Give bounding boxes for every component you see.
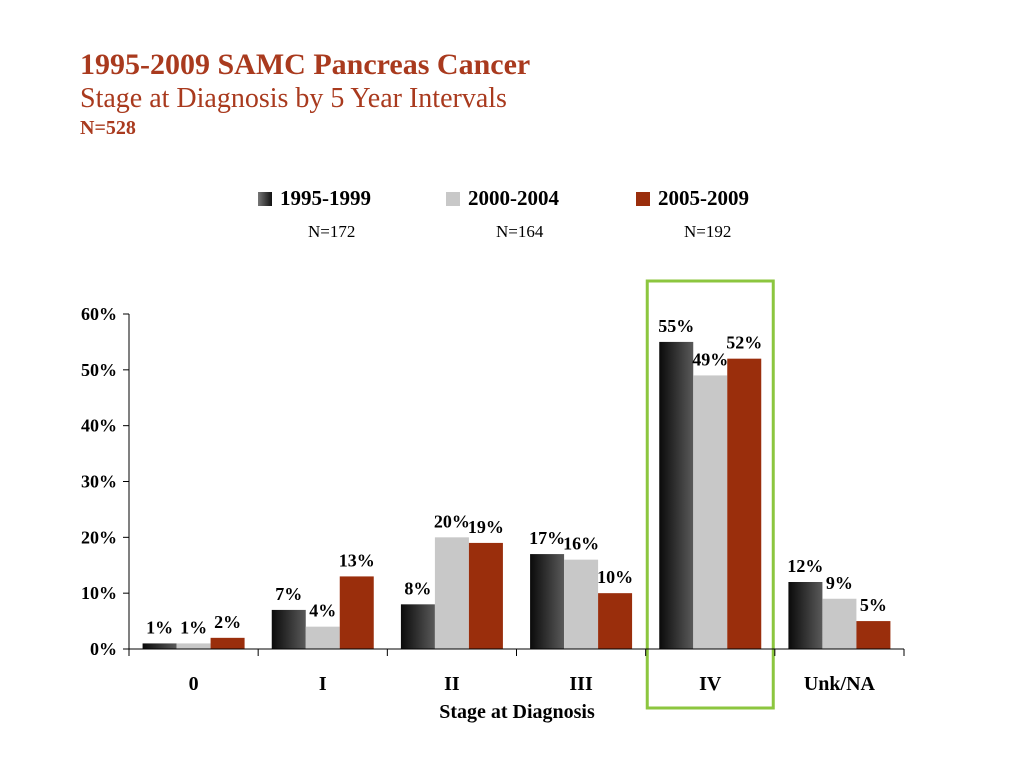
data-label-1995-1999-Unk/NA: 12% — [787, 556, 823, 576]
data-label-1995-1999-III: 17% — [529, 528, 565, 548]
bar-1995-1999-III — [530, 554, 565, 649]
legend-label: 2000-2004 — [468, 186, 559, 210]
data-label-2005-2009-0: 2% — [214, 612, 241, 632]
y-tick-label: 30% — [81, 472, 117, 492]
legend-swatch-2000-2004 — [446, 191, 460, 206]
data-label-2000-2004-IV: 49% — [692, 349, 728, 369]
legend-label: 1995-1999 — [280, 186, 371, 210]
bar-1995-1999-0 — [142, 643, 177, 649]
legend-swatch-2005-2009 — [636, 191, 650, 206]
legend-item-2000-2004: 2000-2004 — [446, 186, 559, 211]
y-tick-label: 20% — [81, 527, 117, 547]
bar-2000-2004-IV — [693, 375, 728, 649]
data-label-2000-2004-Unk/NA: 9% — [826, 573, 853, 593]
legend-item-2005-2009: 2005-2009 — [636, 186, 749, 211]
legend-item-1995-1999: 1995-1999 — [258, 186, 371, 211]
bar-2005-2009-II — [468, 542, 503, 649]
bar-2005-2009-III — [598, 593, 633, 649]
legend-swatch-1995-1999 — [258, 191, 272, 206]
bar-2000-2004-III — [564, 559, 599, 649]
bar-2000-2004-0 — [176, 643, 211, 649]
x-category-label: Unk/NA — [804, 673, 876, 695]
bar-1995-1999-IV — [659, 341, 694, 649]
y-tick-label: 40% — [81, 416, 117, 436]
bar-1995-1999-I — [271, 609, 306, 649]
bar-2005-2009-IV — [727, 358, 762, 649]
bar-1995-1999-Unk/NA — [788, 582, 823, 649]
data-label-2000-2004-II: 20% — [434, 511, 470, 531]
title-block: 1995-2009 SAMC Pancreas Cancer Stage at … — [80, 48, 530, 140]
bar-2005-2009-0 — [210, 637, 245, 649]
legend-n-1995-1999: N=172 — [308, 222, 356, 241]
bar-2000-2004-Unk/NA — [822, 598, 857, 649]
bar-1995-1999-II — [400, 604, 435, 649]
data-label-2005-2009-Unk/NA: 5% — [860, 595, 887, 615]
legend-n-2000-2004: N=164 — [496, 222, 544, 241]
x-category-label: III — [569, 673, 593, 695]
data-label-2005-2009-III: 10% — [597, 567, 633, 587]
data-label-2005-2009-IV: 52% — [726, 333, 762, 353]
data-label-2005-2009-II: 19% — [468, 517, 504, 537]
bar-2000-2004-I — [305, 626, 340, 649]
legend-label: 2005-2009 — [658, 186, 749, 210]
data-label-1995-1999-0: 1% — [146, 617, 173, 637]
bar-2000-2004-II — [434, 537, 469, 649]
data-label-1995-1999-IV: 55% — [658, 316, 694, 336]
total-n-label: N=528 — [80, 117, 136, 139]
bar-2005-2009-I — [339, 576, 374, 649]
data-label-2005-2009-I: 13% — [339, 550, 375, 570]
chart-title: 1995-2009 SAMC Pancreas Cancer — [80, 48, 531, 81]
legend-n-2005-2009: N=192 — [684, 222, 732, 241]
y-tick-label: 50% — [81, 360, 117, 380]
x-category-label: II — [444, 673, 460, 695]
data-label-2000-2004-0: 1% — [180, 617, 207, 637]
y-tick-label: 10% — [81, 583, 117, 603]
data-label-1995-1999-I: 7% — [275, 584, 302, 604]
x-category-label: 0 — [189, 673, 199, 695]
data-label-2000-2004-III: 16% — [563, 534, 599, 554]
x-axis-title: Stage at Diagnosis — [439, 701, 595, 723]
chart-subtitle: Stage at Diagnosis by 5 Year Intervals — [80, 83, 507, 114]
y-tick-label: 60% — [81, 304, 117, 324]
data-label-1995-1999-II: 8% — [404, 578, 431, 598]
bar-2005-2009-Unk/NA — [856, 621, 891, 649]
legend: 1995-1999 2000-2004 2005-2009 N=172 N=16… — [0, 186, 1024, 246]
y-tick-label: 0% — [90, 639, 117, 659]
x-category-label: I — [319, 673, 327, 695]
data-label-2000-2004-I: 4% — [309, 601, 336, 621]
highlight-box — [645, 279, 775, 710]
x-category-label: IV — [699, 673, 722, 695]
